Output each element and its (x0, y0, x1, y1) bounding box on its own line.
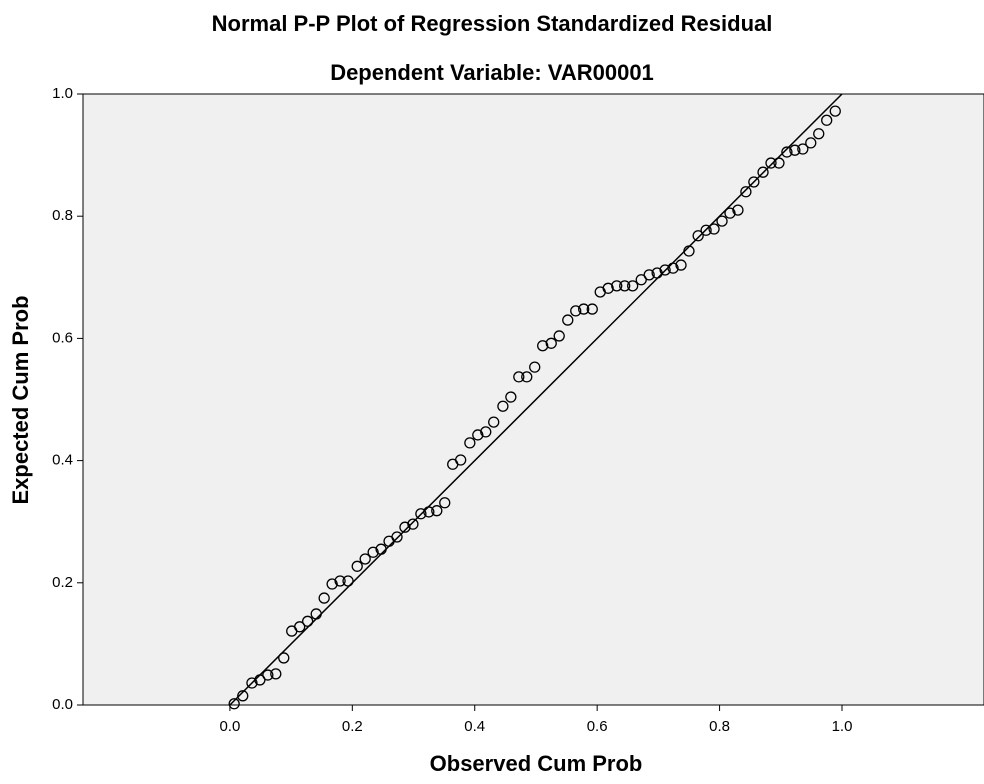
point (805, 137, 817, 149)
x-tick-label: 1.0 (832, 718, 853, 735)
point (765, 157, 777, 169)
point (732, 204, 744, 216)
point (570, 305, 582, 317)
x-tick-label: 0.2 (342, 718, 363, 735)
point (246, 677, 258, 689)
point (351, 560, 363, 572)
plot-area (82, 93, 984, 706)
point (789, 144, 801, 156)
point (651, 267, 663, 279)
point (724, 207, 736, 219)
point (700, 224, 712, 236)
point (675, 259, 687, 271)
chart-title: Normal P-P Plot of Regression Standardiz… (212, 11, 773, 36)
point (635, 274, 647, 286)
point (797, 143, 809, 155)
point (262, 669, 274, 681)
point (375, 543, 387, 555)
point (407, 518, 419, 530)
x-tick-label: 0.6 (587, 718, 608, 735)
x-tick-label: 0.4 (464, 718, 485, 735)
point (359, 553, 371, 565)
point (326, 578, 338, 590)
point (553, 330, 565, 342)
point (505, 391, 517, 403)
point (627, 280, 639, 292)
point (748, 176, 760, 188)
x-tick-label: 0.8 (709, 718, 730, 735)
point (578, 303, 590, 315)
point (529, 361, 541, 373)
point (301, 615, 314, 627)
point (611, 280, 623, 292)
point (716, 215, 728, 227)
point (781, 146, 793, 158)
point (334, 575, 346, 587)
y-tick-label: 0.4 (52, 452, 73, 469)
point (399, 521, 411, 533)
point (228, 698, 240, 710)
point (237, 690, 249, 702)
point (667, 262, 679, 274)
point (683, 245, 695, 257)
point (415, 508, 427, 520)
chart-subtitle: Dependent Variable: VAR00001 (330, 60, 654, 85)
y-tick-label: 0.8 (52, 207, 73, 224)
point (513, 371, 525, 383)
point (472, 429, 484, 441)
y-tick-label: 1.0 (52, 85, 73, 102)
point (643, 269, 655, 281)
point (829, 105, 841, 117)
point (439, 497, 451, 509)
point (270, 668, 282, 680)
point (619, 280, 631, 292)
point (488, 416, 500, 428)
point (497, 400, 509, 412)
point (480, 426, 492, 438)
y-tick-label: 0.2 (52, 574, 73, 591)
point (342, 575, 354, 587)
point (692, 230, 704, 242)
point (813, 128, 825, 140)
point (464, 437, 476, 449)
point (708, 223, 720, 235)
point (431, 505, 443, 517)
point (757, 166, 769, 178)
point (294, 621, 306, 633)
point (821, 114, 833, 126)
point (318, 592, 330, 604)
point (521, 371, 533, 383)
point (423, 506, 435, 518)
point (740, 186, 752, 198)
y-axis-label: Expected Cum Prob (8, 295, 33, 504)
point (367, 546, 379, 558)
point (455, 454, 467, 466)
point (586, 303, 598, 315)
point (562, 314, 574, 326)
point (659, 264, 671, 276)
y-tick-label: 0.0 (52, 696, 73, 713)
y-tick-label: 0.6 (52, 329, 73, 346)
point (278, 652, 290, 664)
point (773, 157, 785, 169)
reference-line (229, 93, 843, 706)
point (310, 608, 322, 620)
point (391, 531, 403, 543)
point (545, 337, 557, 349)
point (537, 340, 549, 352)
x-tick-label: 0.0 (219, 718, 240, 735)
point (602, 282, 614, 294)
x-axis-label: Observed Cum Prob (430, 751, 643, 776)
point (254, 674, 266, 686)
